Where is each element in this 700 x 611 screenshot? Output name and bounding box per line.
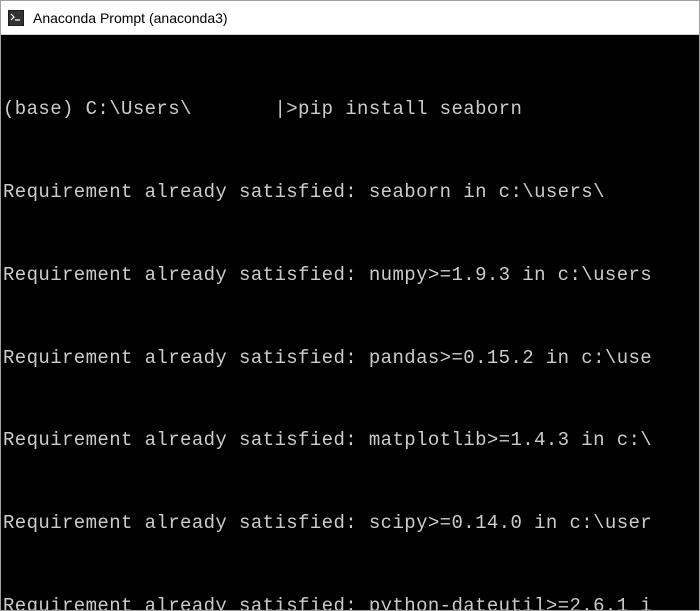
terminal-body[interactable]: (base) C:\Users\ |>pip install seaborn R… [1, 35, 699, 610]
app-icon [7, 9, 25, 27]
terminal-line: (base) C:\Users\ |>pip install seaborn [3, 96, 699, 124]
terminal-line: Requirement already satisfied: python-da… [3, 593, 699, 610]
terminal-window: Anaconda Prompt (anaconda3) (base) C:\Us… [0, 0, 700, 611]
terminal-line: Requirement already satisfied: pandas>=0… [3, 345, 699, 373]
terminal-line: Requirement already satisfied: seaborn i… [3, 179, 699, 207]
titlebar[interactable]: Anaconda Prompt (anaconda3) [1, 1, 699, 35]
window-title: Anaconda Prompt (anaconda3) [33, 10, 228, 26]
terminal-line: Requirement already satisfied: matplotli… [3, 427, 699, 455]
terminal-line: Requirement already satisfied: numpy>=1.… [3, 262, 699, 290]
terminal-line: Requirement already satisfied: scipy>=0.… [3, 510, 699, 538]
